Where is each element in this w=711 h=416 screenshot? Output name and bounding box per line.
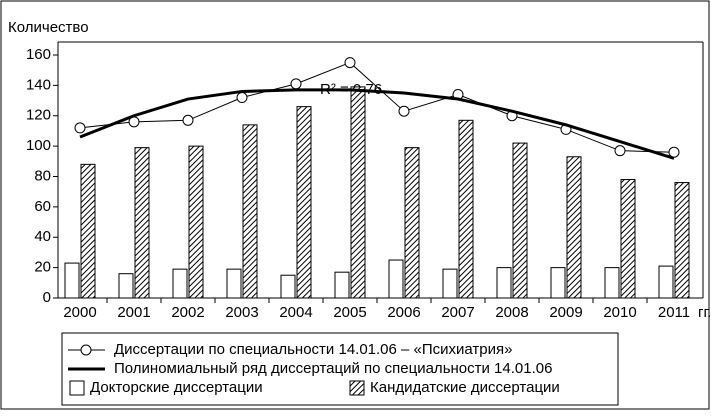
bar — [388, 259, 404, 299]
legend-label: Диссертации по специальности 14.01.06 – … — [114, 341, 513, 358]
bar — [674, 182, 690, 299]
bar — [458, 119, 474, 299]
line — [79, 62, 675, 153]
x-tick-label: 2011 — [658, 304, 690, 321]
legend-label: Кандидатские диссертации — [370, 379, 560, 396]
x-tick-label: 2002 — [171, 304, 204, 321]
bar — [496, 267, 512, 299]
bar — [242, 124, 258, 299]
bar — [512, 142, 528, 299]
y-axis-label: Количество — [8, 19, 89, 36]
bar — [296, 106, 312, 299]
bar — [172, 268, 188, 299]
legend-box — [61, 332, 619, 406]
x-tick-label: 2006 — [387, 304, 420, 321]
y-tick-label: 60 — [34, 198, 51, 215]
point — [398, 105, 410, 117]
legend-label: Полиномиальный ряд диссертаций по специа… — [114, 360, 552, 377]
legend-swatch — [349, 380, 365, 396]
bar — [80, 163, 96, 299]
point — [182, 114, 194, 126]
point — [614, 145, 626, 157]
bar — [566, 156, 582, 299]
x-tick-label: 2003 — [225, 304, 258, 321]
point — [74, 122, 86, 134]
x-tick-label: 2007 — [441, 304, 474, 321]
x-tick-label: 2000 — [63, 304, 96, 321]
y-tick-label: 20 — [34, 259, 51, 276]
legend-marker — [80, 344, 92, 356]
bar — [550, 267, 566, 299]
bar — [64, 262, 80, 299]
x-tick-label: 2009 — [549, 304, 582, 321]
bar — [620, 179, 636, 299]
bar — [350, 86, 366, 299]
x-tick-label: 2010 — [603, 304, 636, 321]
legend-swatch — [69, 380, 85, 396]
y-tick-label: 100 — [26, 137, 51, 154]
bar — [118, 273, 134, 299]
bar — [334, 271, 350, 299]
x-unit: гг. — [698, 304, 711, 321]
bar — [280, 274, 296, 299]
point — [344, 57, 356, 69]
y-tick-label: 160 — [26, 46, 51, 63]
y-tick-label: 80 — [34, 167, 51, 184]
y-tick-label: 0 — [43, 289, 51, 306]
point — [290, 78, 302, 90]
bar — [188, 145, 204, 299]
x-tick-label: 2004 — [279, 304, 312, 321]
y-tick-label: 120 — [26, 107, 51, 124]
x-tick-label: 2008 — [495, 304, 528, 321]
legend-label: Докторские диссертации — [90, 379, 263, 396]
bar — [404, 147, 420, 299]
y-tick-label: 40 — [34, 228, 51, 245]
bar — [442, 268, 458, 299]
bar — [658, 265, 674, 299]
bar — [134, 147, 150, 299]
bar — [604, 267, 620, 299]
x-tick-label: 2001 — [117, 304, 150, 321]
point — [236, 92, 248, 104]
y-tick-label: 140 — [26, 76, 51, 93]
bar — [226, 268, 242, 299]
line — [79, 88, 675, 160]
x-tick-label: 2005 — [333, 304, 366, 321]
